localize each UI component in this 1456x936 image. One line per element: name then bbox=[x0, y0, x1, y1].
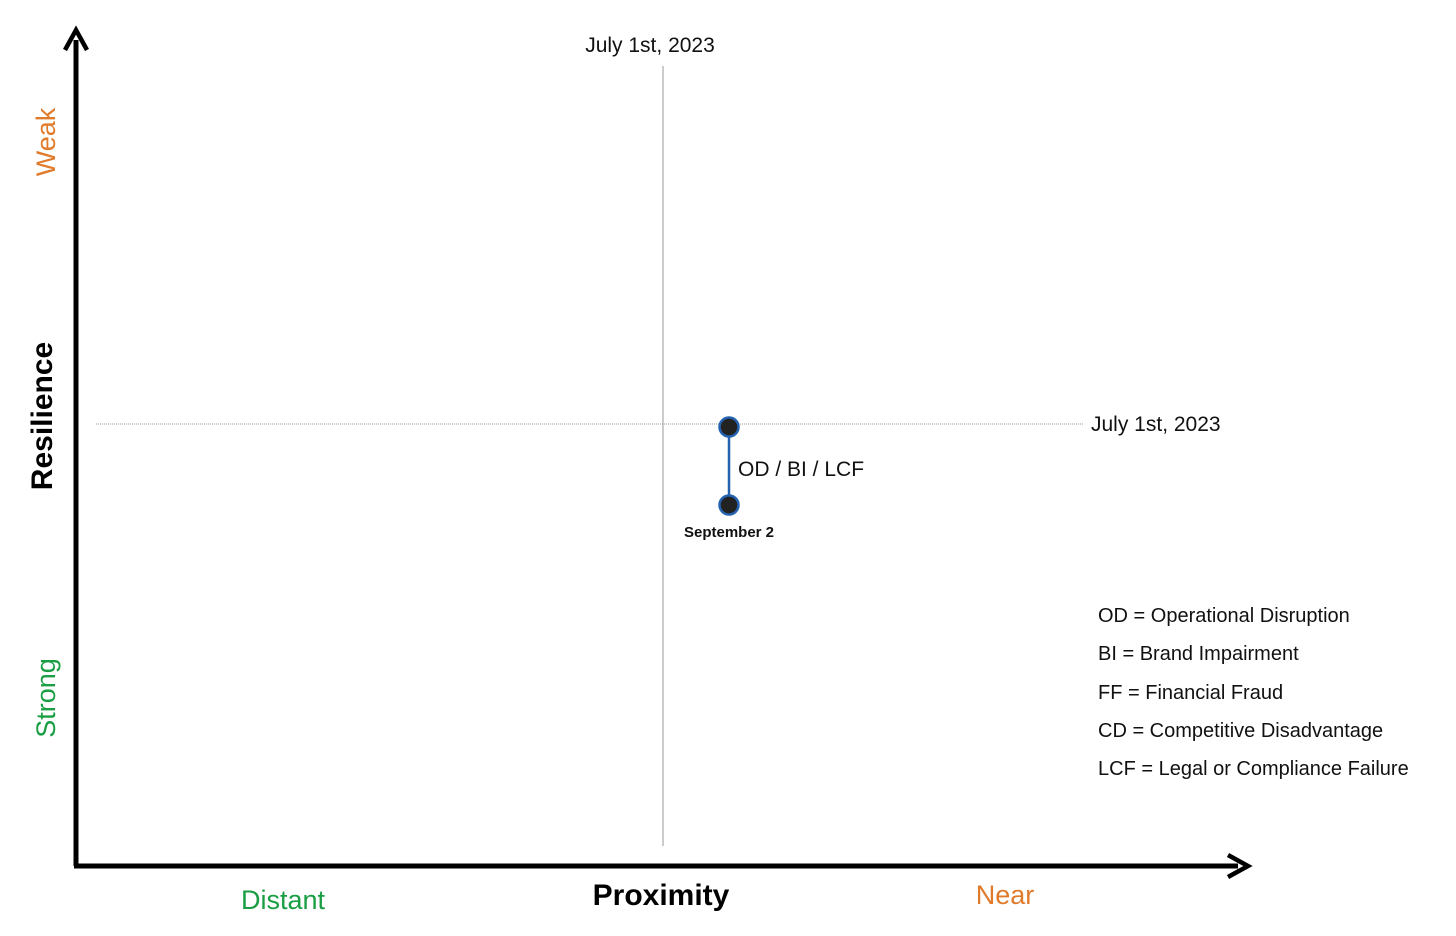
legend-item: LCF = Legal or Compliance Failure bbox=[1098, 758, 1409, 780]
legend: OD = Operational Disruption BI = Brand I… bbox=[1098, 605, 1409, 780]
x-axis-arrowhead bbox=[1226, 853, 1253, 879]
y-top-label: Weak bbox=[31, 107, 61, 176]
end-marker bbox=[718, 494, 740, 516]
y-bottom-label: Strong bbox=[31, 658, 61, 738]
legend-item: FF = Financial Fraud bbox=[1098, 682, 1283, 704]
y-axis-arrowhead bbox=[63, 25, 89, 52]
x-right-label: Near bbox=[976, 880, 1035, 910]
legend-item: CD = Competitive Disadvantage bbox=[1098, 720, 1383, 742]
movement-label: OD / BI / LCF bbox=[738, 458, 864, 481]
y-axis-title: Resilience bbox=[26, 342, 59, 490]
x-left-label: Distant bbox=[241, 885, 326, 915]
legend-item: BI = Brand Impairment bbox=[1098, 643, 1299, 665]
legend-item: OD = Operational Disruption bbox=[1098, 605, 1350, 627]
x-axis-title: Proximity bbox=[593, 879, 730, 912]
start-marker bbox=[718, 416, 740, 438]
end-marker-date-label: September 2 bbox=[684, 524, 774, 541]
horizontal-reference-label: July 1st, 2023 bbox=[1091, 413, 1221, 436]
vertical-reference-label: July 1st, 2023 bbox=[585, 34, 715, 57]
